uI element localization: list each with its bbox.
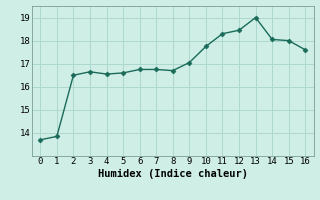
X-axis label: Humidex (Indice chaleur): Humidex (Indice chaleur) [98, 169, 248, 179]
